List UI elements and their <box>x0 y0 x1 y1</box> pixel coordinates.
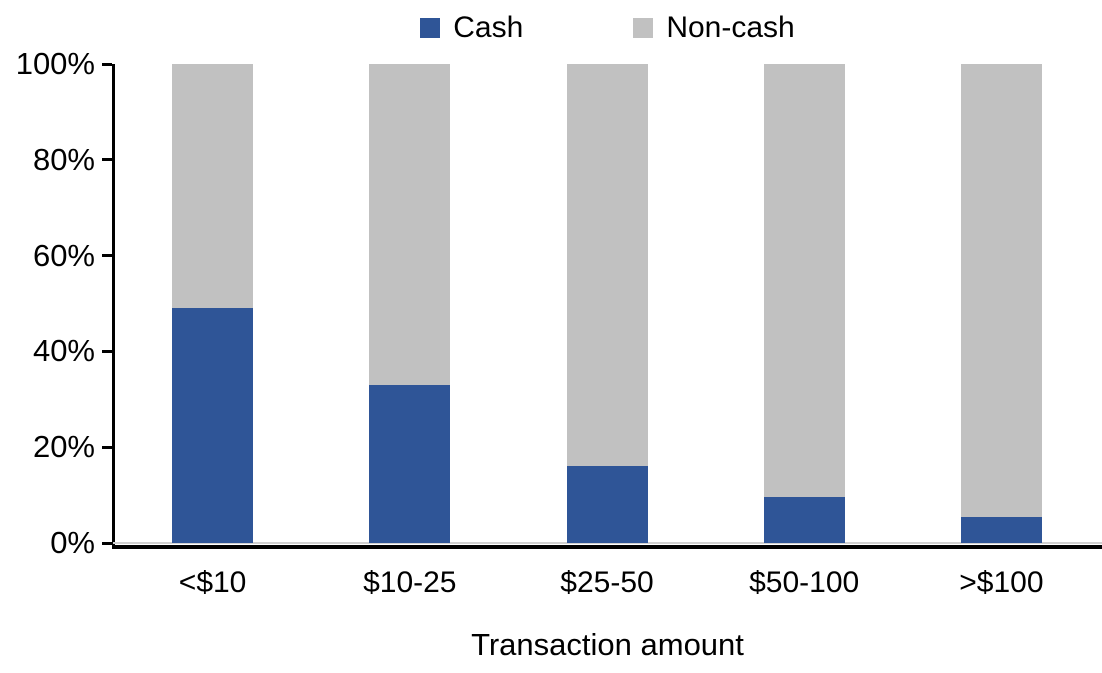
y-axis-tick <box>102 541 112 545</box>
bar-segment-non-cash-4 <box>960 64 1042 517</box>
chart-legend: Cash Non-cash <box>113 10 1102 46</box>
x-tick-label: $50-100 <box>749 566 860 599</box>
bar-segment-non-cash-3 <box>763 64 845 498</box>
bar-segment-cash-4 <box>960 516 1042 543</box>
cash-legend-swatch <box>420 18 441 38</box>
legend-item-noncash: Non-cash <box>633 11 795 45</box>
x-axis-title: Transaction amount <box>471 627 744 662</box>
y-axis-tick <box>102 158 112 162</box>
y-axis-line <box>112 64 115 549</box>
x-tick-label: $25-50 <box>560 566 654 599</box>
y-tick-label: 40% <box>32 333 95 369</box>
legend-item-cash: Cash <box>420 11 523 45</box>
x-tick-label: $10-25 <box>363 566 457 599</box>
x-tick-label: >$100 <box>959 566 1044 599</box>
y-tick-label: 100% <box>15 46 95 81</box>
y-tick-label: 0% <box>50 525 95 560</box>
bar-segment-non-cash-1 <box>369 64 451 385</box>
bar-segment-cash-3 <box>763 497 845 543</box>
bar-segment-cash-0 <box>172 308 254 543</box>
y-axis-tick <box>102 62 112 66</box>
y-tick-label: 20% <box>32 429 95 465</box>
y-axis-tick <box>102 445 112 449</box>
y-tick-label: 60% <box>32 237 95 273</box>
bar-segment-cash-2 <box>566 466 648 543</box>
x-tick-label: <$10 <box>178 566 247 599</box>
cash-legend-label: Cash <box>453 11 524 44</box>
noncash-legend-label: Non-cash <box>666 11 795 44</box>
y-axis-tick <box>102 254 112 258</box>
bar-segment-non-cash-0 <box>172 64 254 309</box>
y-tick-label: 80% <box>32 141 95 177</box>
noncash-legend-swatch <box>633 18 654 38</box>
x-axis-line <box>112 545 1102 549</box>
zero-gridline <box>113 542 1102 544</box>
bar-segment-non-cash-2 <box>566 64 648 467</box>
y-axis-tick <box>102 349 112 353</box>
bar-segment-cash-1 <box>369 384 451 543</box>
